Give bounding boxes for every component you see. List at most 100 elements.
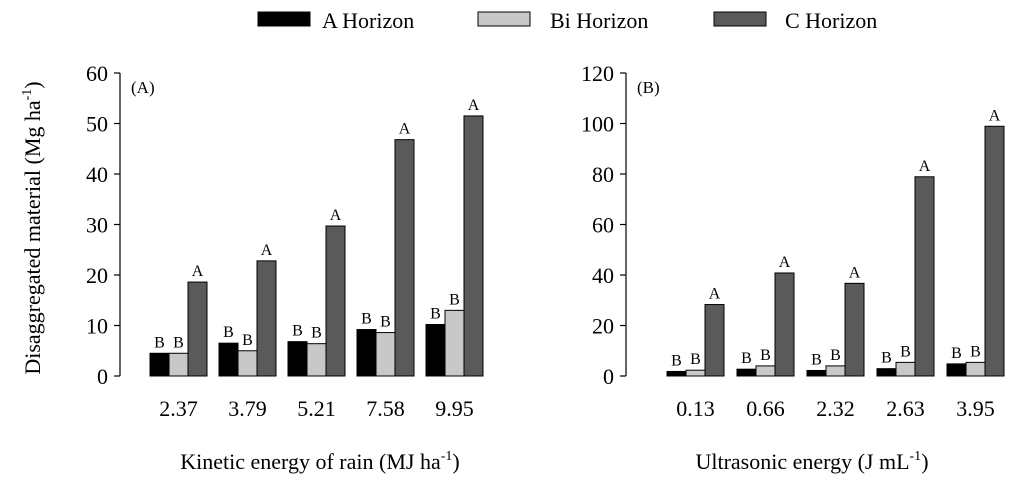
bar-a-horizon — [149, 352, 170, 377]
panel-a-y-ticks: 0 10 20 30 40 50 60 — [86, 61, 120, 389]
x-tick-label: 2.32 — [816, 396, 855, 421]
bar-c-horizon — [256, 260, 277, 377]
significance-letter: A — [330, 207, 342, 224]
bar-bi-horizon — [755, 365, 776, 377]
significance-letter: B — [154, 334, 165, 351]
y-axis-title: Disaggregated material (Mg ha-1) — [20, 81, 45, 374]
significance-letter: B — [430, 305, 441, 322]
bar-bi-horizon — [825, 365, 846, 377]
panel-a-x-axis-title-text: Kinetic energy of rain (MJ ha — [180, 449, 441, 474]
bar-bi-horizon — [685, 369, 706, 377]
y-tick-label: 40 — [86, 162, 108, 187]
bar-a-horizon — [736, 368, 757, 377]
bar-c-horizon — [325, 225, 346, 377]
panel-b-x-axis-title: Ultrasonic energy (J mL-1) — [695, 449, 928, 474]
bar-bi-horizon — [237, 350, 258, 377]
significance-letter: B — [223, 324, 234, 341]
y-tick-label: 20 — [592, 314, 614, 339]
panel-a-x-ticks: 2.37 3.79 5.21 7.58 9.95 — [159, 396, 474, 421]
y-tick-label: 120 — [581, 61, 614, 86]
significance-letter: A — [399, 121, 411, 138]
panel-a-x-axis-title-sup: -1 — [441, 449, 453, 464]
significance-letter: B — [361, 311, 372, 328]
y-axis-title-sup: -1 — [20, 89, 35, 101]
bar-c-horizon — [704, 304, 725, 377]
bar-a-horizon — [876, 368, 897, 377]
significance-letter: B — [690, 351, 701, 368]
y-tick-label: 100 — [581, 112, 614, 137]
bar-a-horizon — [287, 341, 308, 377]
bar-a-horizon — [806, 369, 827, 377]
bar-c-horizon — [394, 139, 415, 377]
panel-a-bars — [149, 115, 484, 377]
y-tick-label: 30 — [86, 213, 108, 238]
panel-a-x-axis-title: Kinetic energy of rain (MJ ha-1) — [180, 449, 459, 474]
panel-b-x-axis-title-tail: ) — [921, 449, 928, 474]
bar-bi-horizon — [895, 361, 916, 377]
significance-letter: B — [449, 291, 460, 308]
significance-letter: B — [380, 314, 391, 331]
significance-letter: B — [242, 332, 253, 349]
x-tick-label: 3.95 — [956, 396, 995, 421]
bar-bi-horizon — [168, 352, 189, 377]
bar-a-horizon — [946, 363, 967, 377]
significance-letter: B — [811, 351, 822, 368]
panel-b-y-ticks: 0 20 40 60 80 100 120 — [581, 61, 626, 389]
bar-bi-horizon — [375, 332, 396, 377]
legend-swatch-bi-horizon — [477, 11, 531, 27]
panel-a-x-axis-title-tail: ) — [452, 449, 459, 474]
y-tick-label: 20 — [86, 263, 108, 288]
panel-b-x-ticks: 0.13 0.66 2.32 2.63 3.95 — [676, 396, 995, 421]
significance-letter: A — [192, 263, 204, 280]
panel-b-label: (B) — [637, 78, 660, 97]
significance-letter: A — [919, 158, 931, 175]
bar-c-horizon — [463, 115, 484, 377]
significance-letter: A — [468, 97, 480, 114]
significance-letter: B — [830, 347, 841, 364]
significance-letter: A — [989, 107, 1001, 124]
panel-b-x-axis-title-text: Ultrasonic energy (J mL — [695, 449, 909, 474]
y-tick-label: 40 — [592, 263, 614, 288]
significance-letter: A — [849, 264, 861, 281]
y-tick-label: 60 — [86, 61, 108, 86]
bar-a-horizon — [666, 370, 687, 377]
x-tick-label: 0.66 — [746, 396, 785, 421]
bar-c-horizon — [187, 281, 208, 377]
significance-letter: A — [709, 286, 721, 303]
x-tick-label: 9.95 — [435, 396, 474, 421]
legend-swatch-a-horizon — [257, 11, 311, 27]
legend-swatch-c-horizon — [713, 11, 767, 27]
legend-label-a-horizon: A Horizon — [322, 8, 414, 33]
significance-letter: B — [951, 345, 962, 362]
y-tick-label: 80 — [592, 162, 614, 187]
y-tick-label: 0 — [603, 364, 614, 389]
significance-letter: B — [881, 350, 892, 367]
bar-c-horizon — [914, 176, 935, 377]
bar-c-horizon — [774, 272, 795, 377]
significance-letter: B — [292, 323, 303, 340]
bar-c-horizon — [844, 282, 865, 377]
panel-a-label: (A) — [131, 78, 155, 97]
bar-a-horizon — [425, 323, 446, 377]
significance-letter: B — [173, 334, 184, 351]
bar-bi-horizon — [444, 309, 465, 377]
panel-b-bars — [666, 125, 1005, 377]
x-tick-label: 2.63 — [886, 396, 925, 421]
y-tick-label: 50 — [86, 112, 108, 137]
bar-bi-horizon — [306, 343, 327, 377]
significance-letter: A — [779, 254, 791, 271]
bar-bi-horizon — [965, 361, 986, 377]
significance-letter: B — [671, 352, 682, 369]
x-tick-label: 5.21 — [297, 396, 336, 421]
legend: A Horizon Bi Horizon C Horizon — [257, 8, 877, 33]
significance-letter: B — [760, 347, 771, 364]
significance-letter: B — [970, 343, 981, 360]
panel-b-letters: B BAB BAB BAB BAB BA — [671, 107, 1001, 369]
legend-label-c-horizon: C Horizon — [785, 8, 877, 33]
bar-a-horizon — [218, 342, 239, 377]
significance-letter: B — [311, 325, 322, 342]
